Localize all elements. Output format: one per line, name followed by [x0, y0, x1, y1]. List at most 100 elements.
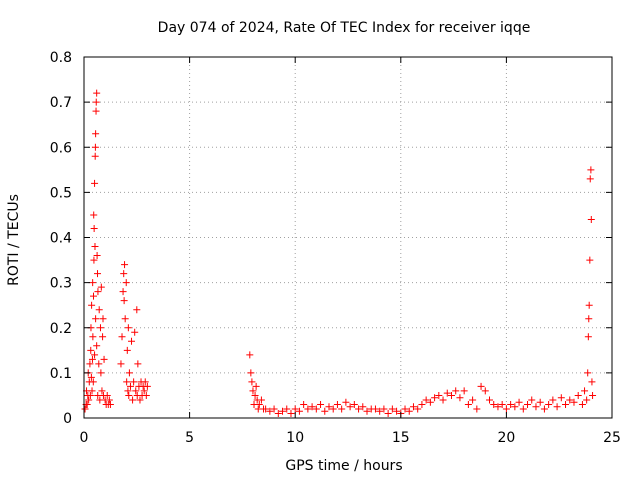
data-point [536, 398, 544, 406]
data-point [329, 405, 337, 413]
data-point [86, 360, 94, 368]
data-point [581, 387, 589, 395]
data-point [498, 400, 506, 408]
data-point [545, 400, 553, 408]
data-point [119, 288, 127, 296]
data-point [355, 405, 363, 413]
data-point [89, 333, 97, 341]
data-point [587, 215, 595, 223]
data-point [129, 396, 137, 404]
data-point [246, 351, 254, 359]
y-tick-label: 0.6 [50, 140, 72, 156]
data-point [585, 301, 593, 309]
data-point [98, 387, 106, 395]
data-point [426, 398, 434, 406]
data-point [88, 387, 96, 395]
data-point [270, 405, 278, 413]
y-tick-label: 0.7 [50, 95, 72, 111]
data-point [452, 387, 460, 395]
data-point [128, 337, 136, 345]
data-point [584, 333, 592, 341]
data-point [125, 369, 133, 377]
data-point [92, 130, 100, 138]
data-point [578, 400, 586, 408]
data-point [95, 360, 103, 368]
data-point [502, 405, 510, 413]
data-point [574, 391, 582, 399]
data-point [562, 400, 570, 408]
data-point [121, 261, 129, 269]
data-point [133, 306, 141, 314]
data-point [321, 407, 329, 415]
data-point [86, 391, 94, 399]
data-point [132, 387, 140, 395]
data-point [88, 355, 96, 363]
data-point [140, 387, 148, 395]
data-point [583, 396, 591, 404]
data-point [106, 400, 114, 408]
data-point [252, 382, 260, 390]
data-point [85, 396, 93, 404]
x-tick-label: 20 [497, 430, 515, 446]
data-point [456, 394, 464, 402]
data-point [83, 400, 91, 408]
data-point [586, 256, 594, 264]
data-point [88, 301, 96, 309]
data-point [363, 407, 371, 415]
data-point [90, 211, 98, 219]
data-point [585, 315, 593, 323]
data-point [515, 398, 523, 406]
data-point [91, 143, 99, 151]
data-point [130, 378, 138, 386]
data-point [346, 403, 354, 411]
data-point [388, 405, 396, 413]
data-point [100, 355, 108, 363]
data-point [92, 315, 100, 323]
data-point [95, 306, 103, 314]
data-point [587, 166, 595, 174]
data-point [481, 387, 489, 395]
data-point [549, 396, 557, 404]
data-point [94, 288, 102, 296]
data-point [262, 405, 270, 413]
data-point [312, 405, 320, 413]
data-point [435, 391, 443, 399]
y-tick-label: 0 [63, 411, 72, 427]
data-point [490, 400, 498, 408]
data-point [469, 396, 477, 404]
data-point [257, 396, 265, 404]
data-point [494, 403, 502, 411]
data-point [557, 394, 565, 402]
data-point [90, 224, 98, 232]
data-point [143, 382, 151, 390]
data-point [422, 396, 430, 404]
y-tick-label: 0.2 [50, 321, 72, 337]
data-point [447, 391, 455, 399]
data-point [586, 175, 594, 183]
data-point [90, 256, 98, 264]
data-point [376, 407, 384, 415]
data-point [247, 369, 255, 377]
data-point [325, 403, 333, 411]
y-axis-label: ROTI / TECUs [6, 194, 22, 286]
data-point [405, 407, 413, 415]
data-point [92, 107, 100, 115]
data-point [121, 315, 129, 323]
data-point [94, 270, 102, 278]
data-point [124, 324, 132, 332]
data-point [524, 400, 532, 408]
data-point [123, 378, 131, 386]
data-point [117, 360, 125, 368]
data-point [91, 179, 99, 187]
x-tick-label: 25 [603, 430, 621, 446]
data-point [371, 405, 379, 413]
data-point [134, 360, 142, 368]
data-point [287, 409, 295, 417]
data-point [528, 396, 536, 404]
data-point [96, 324, 104, 332]
data-points [81, 89, 597, 417]
data-point [473, 405, 481, 413]
data-point [333, 400, 341, 408]
data-point [460, 387, 468, 395]
